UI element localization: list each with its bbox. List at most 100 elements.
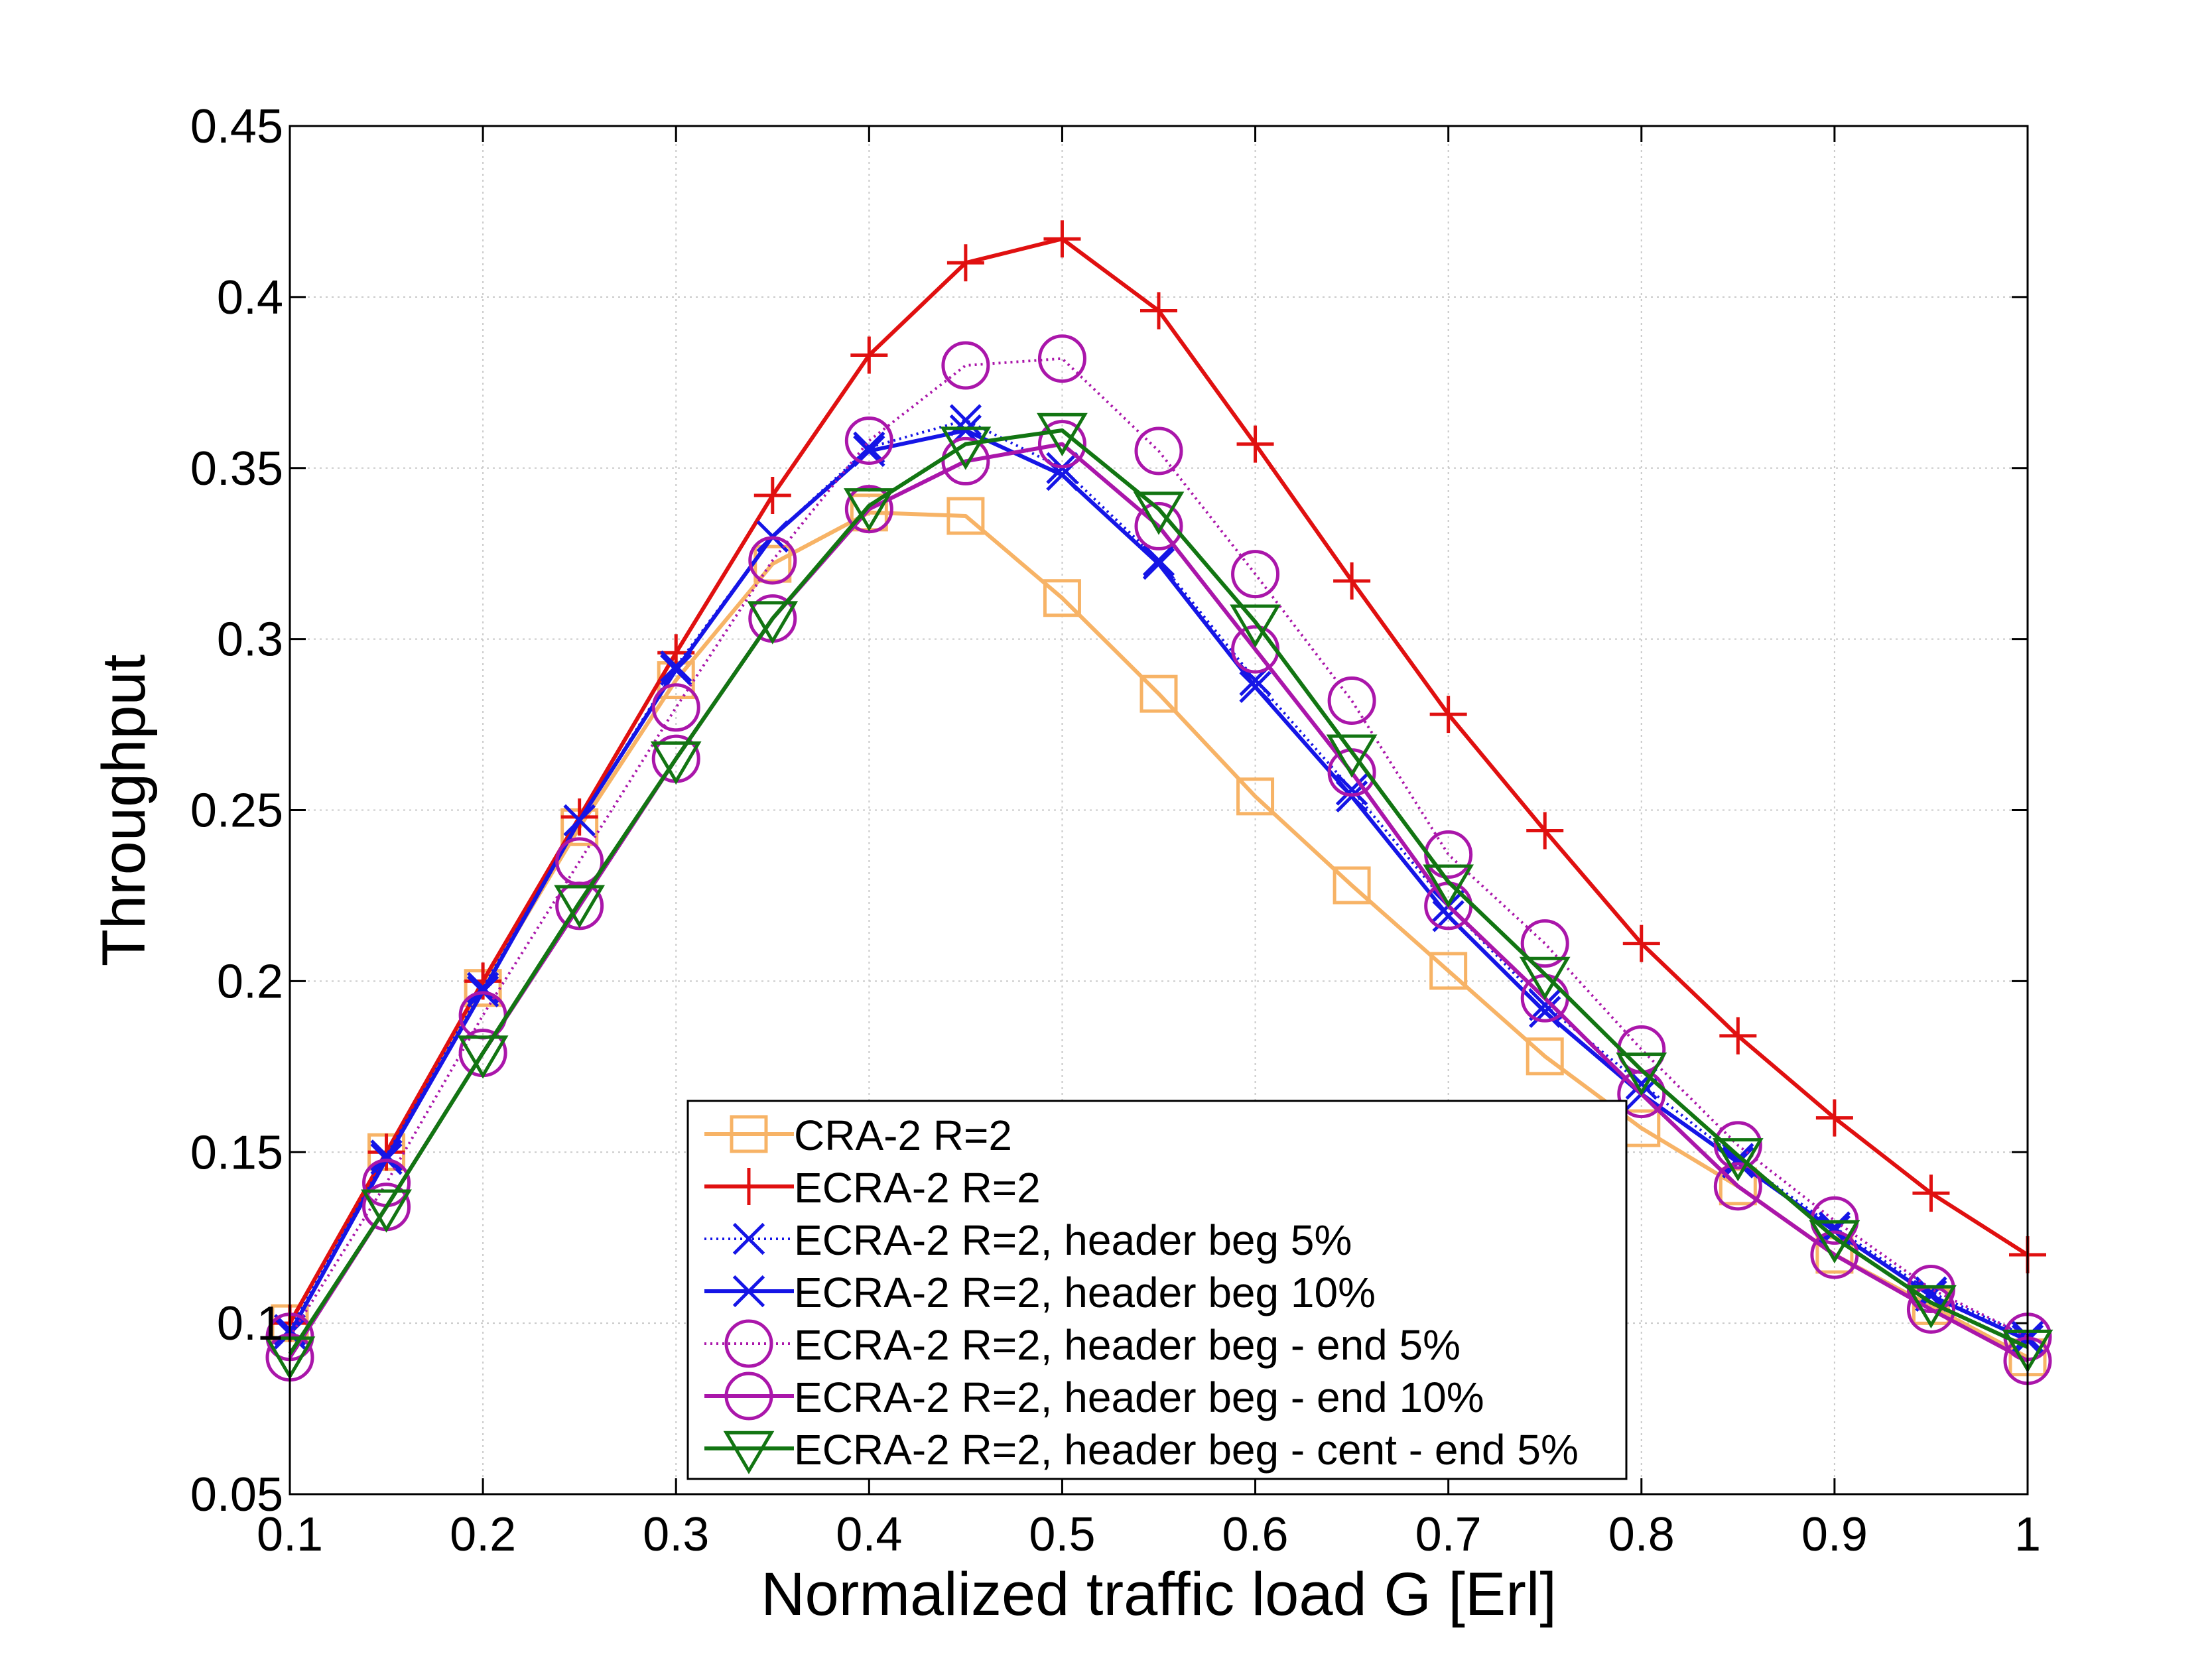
data-point	[1326, 734, 1378, 778]
data-point	[1236, 777, 1275, 816]
legend-entry-label: ECRA-2 R=2, header beg 10%	[794, 1269, 1376, 1316]
data-point	[946, 497, 985, 535]
x-tick-label: 0.6	[1222, 1508, 1289, 1561]
data-point	[850, 336, 888, 374]
data-point	[651, 683, 700, 732]
data-point	[753, 477, 791, 515]
data-point	[1327, 676, 1376, 725]
data-point	[748, 536, 797, 585]
data-point	[563, 804, 596, 837]
y-tick-label: 0.2	[217, 955, 283, 1008]
y-tick-label: 0.45	[190, 100, 283, 153]
data-point	[1815, 1099, 1853, 1137]
data-point	[1526, 812, 1564, 850]
data-point	[1236, 425, 1274, 463]
data-point	[1529, 989, 1561, 1021]
legend-marker	[724, 1371, 773, 1421]
data-point	[1616, 1052, 1667, 1096]
data-point	[1133, 491, 1185, 535]
series-line	[289, 357, 2028, 1338]
data-point	[1713, 1162, 1762, 1211]
data-point	[1333, 562, 1371, 600]
data-point	[1230, 604, 1281, 648]
y-tick-label: 0.05	[190, 1468, 283, 1521]
legend-marker	[730, 1115, 768, 1153]
legend-marker	[732, 1275, 765, 1308]
y-tick-label: 0.4	[217, 271, 283, 324]
legend-marker	[724, 1319, 773, 1368]
data-point	[1142, 544, 1175, 577]
legend-marker	[730, 1168, 767, 1205]
data-point	[1429, 696, 1467, 733]
data-point	[1134, 426, 1183, 476]
legend-marker	[732, 1222, 765, 1255]
data-point	[457, 1035, 509, 1079]
data-point	[555, 881, 604, 930]
plot-area-frame	[289, 125, 2029, 1496]
data-point	[1037, 420, 1086, 469]
data-point	[1037, 334, 1086, 383]
y-tick-label: 0.3	[217, 613, 283, 667]
series-line	[288, 428, 2029, 1356]
data-point	[1037, 413, 1088, 456]
data-point	[844, 485, 893, 534]
legend-entry-label: ECRA-2 R=2, header beg - end 10%	[794, 1373, 1484, 1421]
data-point	[843, 488, 895, 532]
x-tick-label: 0.3	[643, 1508, 709, 1561]
x-tick-label: 0.5	[1029, 1508, 1095, 1561]
data-point	[1429, 952, 1468, 990]
data-point	[949, 404, 982, 436]
data-point	[1529, 995, 1561, 1028]
legend-entry-label: ECRA-2 R=2	[794, 1164, 1041, 1212]
legend-entry-label: ECRA-2 R=2, header beg 5%	[794, 1216, 1352, 1264]
data-point	[367, 1133, 405, 1171]
data-point	[1719, 1017, 1757, 1054]
y-tick-label: 0.15	[190, 1126, 283, 1179]
x-tick-label: 0.8	[1608, 1508, 1675, 1561]
data-point	[753, 544, 792, 583]
y-tick-label: 0.25	[190, 785, 283, 838]
data-point	[747, 601, 799, 645]
x-axis-label: Normalized traffic load G [Erl]	[761, 1561, 1557, 1628]
data-point	[940, 426, 992, 470]
data-point	[1134, 501, 1183, 550]
x-tick-label: 1	[2014, 1508, 2041, 1561]
data-point	[1622, 925, 1660, 962]
legend-marker	[723, 1431, 775, 1474]
data-point	[554, 885, 606, 928]
data-point	[650, 741, 702, 785]
data-point	[1519, 956, 1571, 1000]
data-point	[1140, 292, 1177, 330]
data-point	[941, 436, 990, 485]
data-point	[1906, 1285, 1957, 1329]
data-point	[1912, 1175, 1950, 1212]
data-point	[1809, 1220, 1860, 1264]
data-point	[946, 244, 984, 282]
y-axis-label: Throughput	[90, 655, 158, 967]
data-point	[1423, 864, 1474, 908]
legend-box	[686, 1100, 1628, 1480]
x-tick-label: 0.4	[836, 1508, 902, 1561]
legend-entry-label: CRA-2 R=2	[794, 1112, 1012, 1159]
data-point	[1333, 866, 1371, 905]
y-tick-label: 0.35	[190, 442, 283, 495]
legend-entry-label: ECRA-2 R=2, header beg - cent - end 5%	[794, 1426, 1579, 1474]
x-tick-label: 0.1	[257, 1508, 323, 1561]
x-tick-label: 0.9	[1801, 1508, 1868, 1561]
data-point	[361, 1189, 412, 1233]
x-tick-labels: 0.1 0.2 0.3 0.4 0.5 0.6 0.7 0.8 0.9 1	[257, 1508, 2041, 1561]
y-tick-label: 0.1	[217, 1297, 283, 1350]
data-point	[1139, 674, 1178, 713]
data-point	[1335, 773, 1368, 806]
data-point	[1526, 1037, 1564, 1076]
data-point	[1043, 220, 1081, 258]
data-point	[1239, 670, 1271, 703]
x-tick-label: 0.2	[450, 1508, 516, 1561]
data-point	[1231, 550, 1280, 599]
data-point	[844, 416, 893, 465]
y-tick-labels: 0.05 0.1 0.15 0.2 0.25 0.3 0.35 0.4 0.45	[190, 100, 283, 1521]
data-point	[941, 341, 990, 390]
x-tick-label: 0.7	[1415, 1508, 1482, 1561]
